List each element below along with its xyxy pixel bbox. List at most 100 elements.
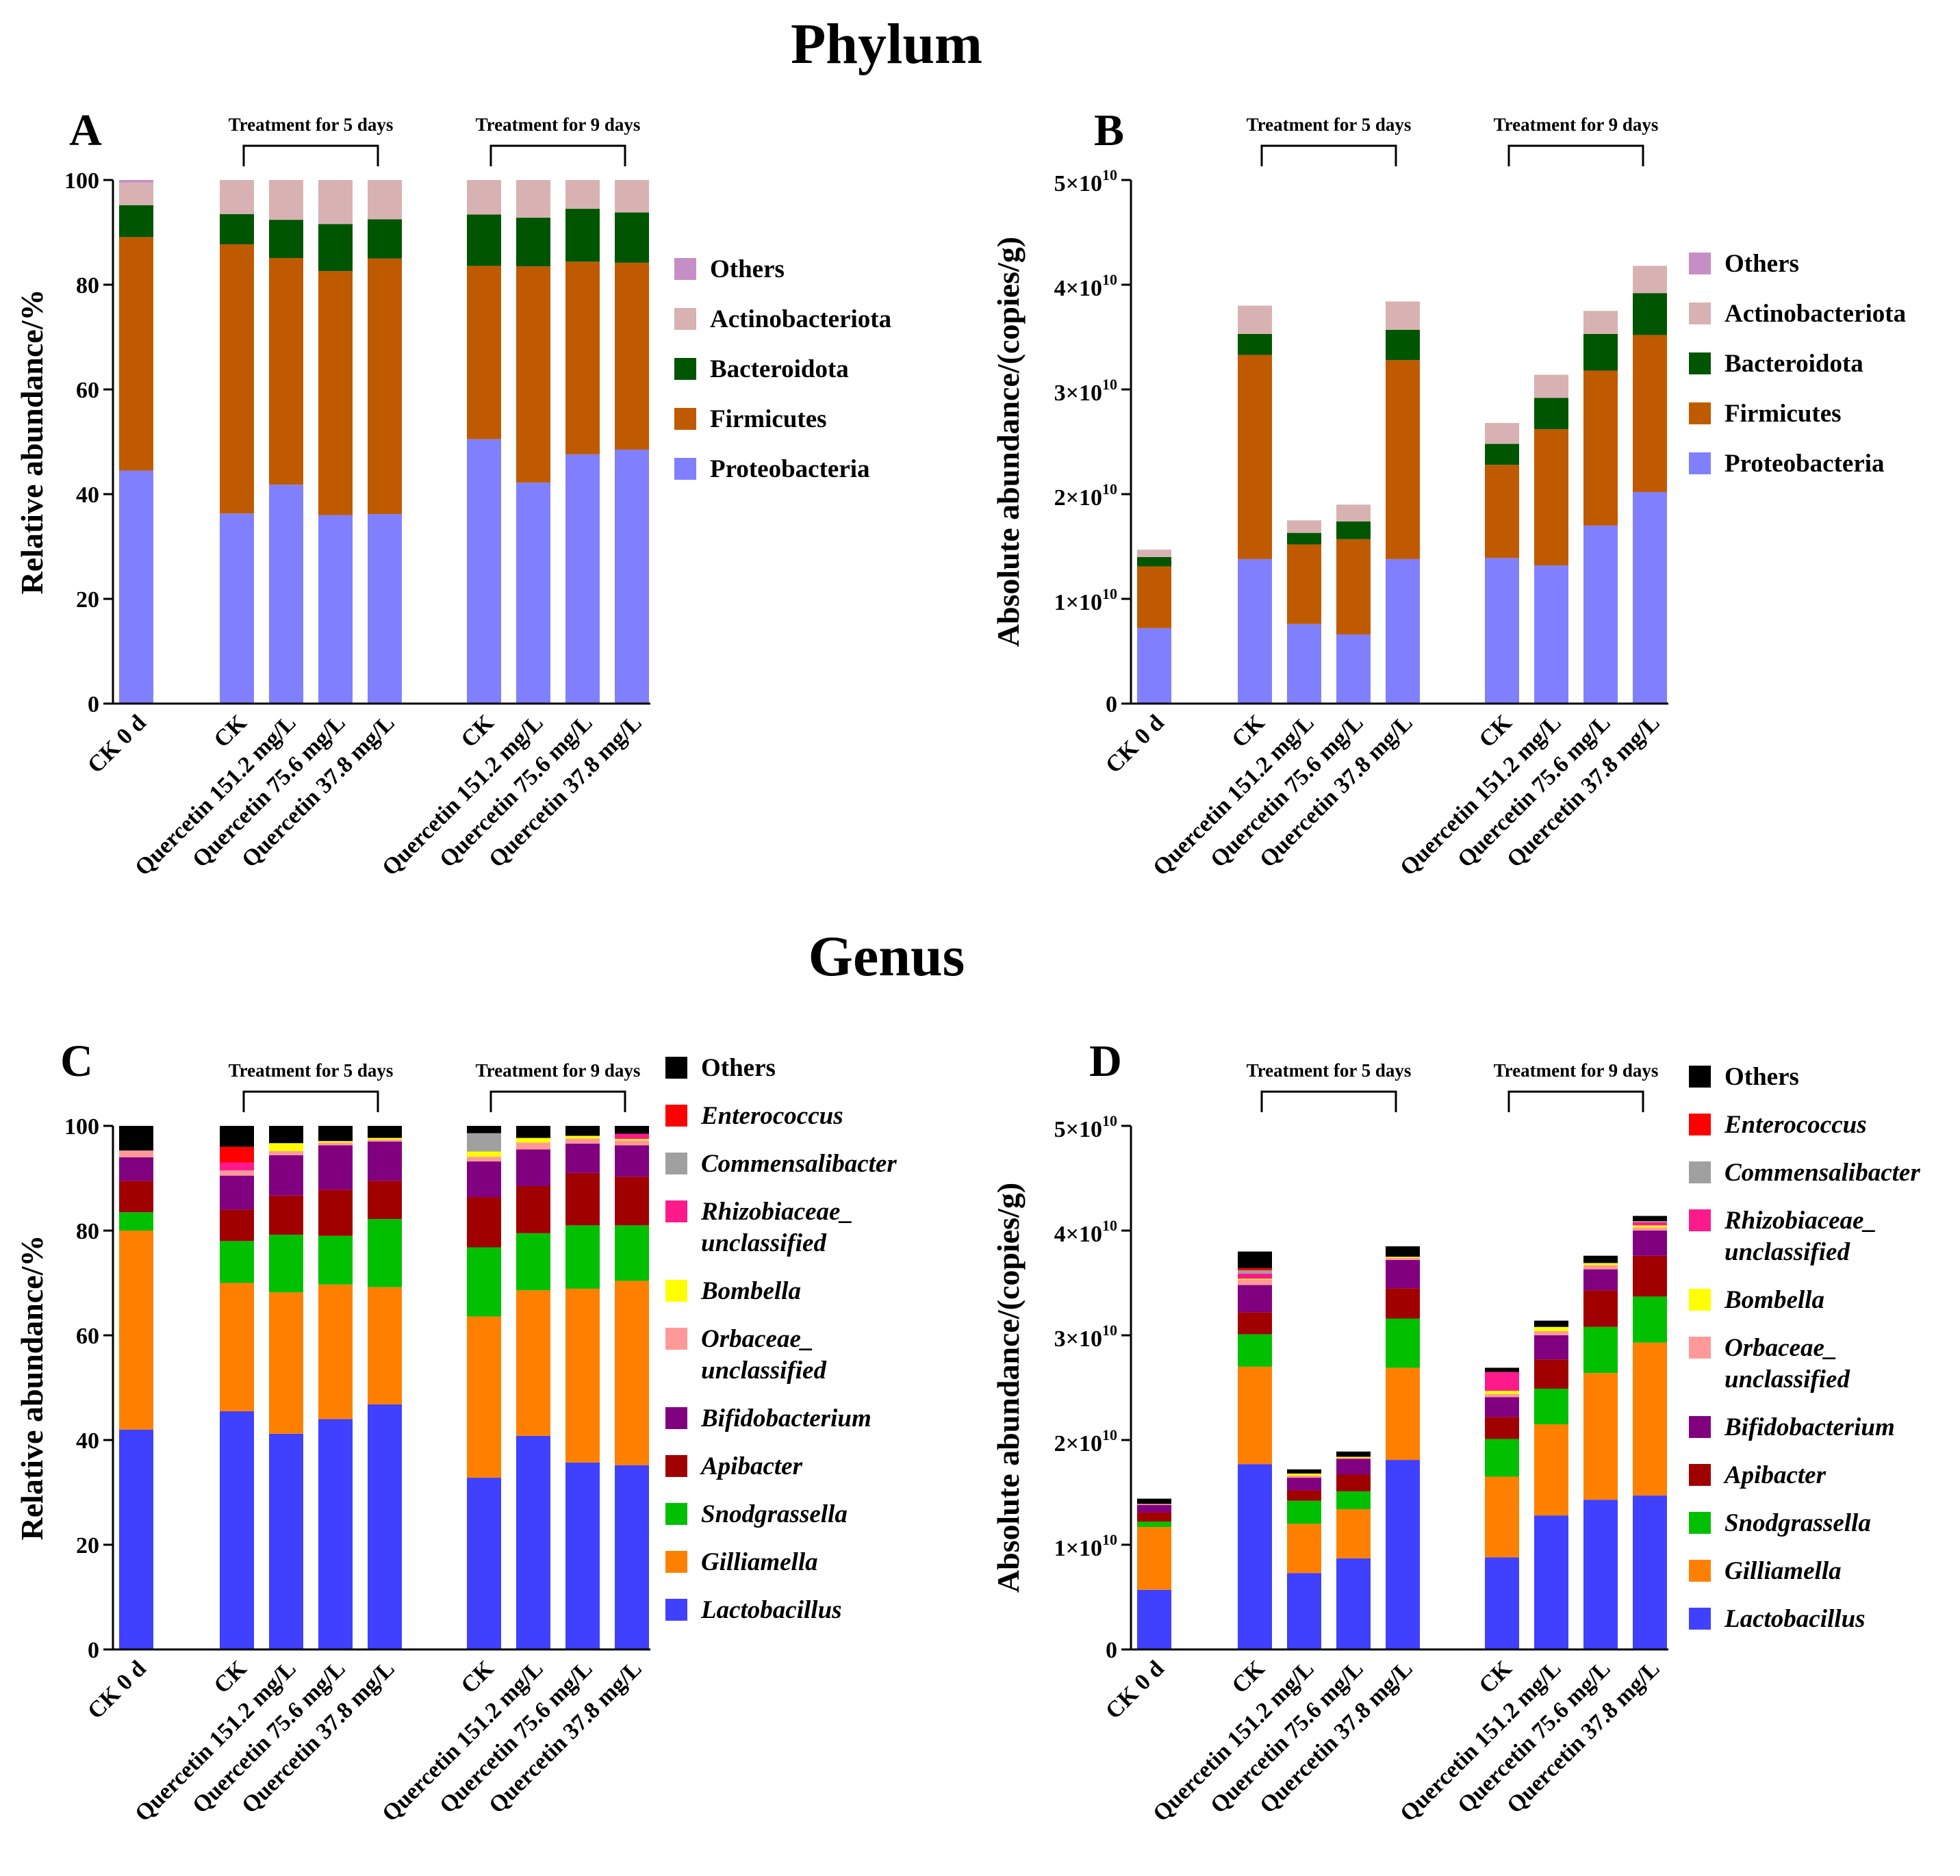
panel-a-bar-4-firmicutes (368, 258, 402, 515)
panel-b-ytick-exp-5: 10 (1102, 166, 1117, 183)
panel-a-bar-2-proteobacteria (269, 485, 303, 704)
panel-c-bar-5-snodgrassella (467, 1247, 501, 1317)
panel-b-legend-swatch-bacteroidota (1689, 352, 1711, 374)
panel-a-bar-7-bacteroidota (565, 209, 600, 262)
panel-b-bar-2-firmicutes (1287, 544, 1321, 624)
panel-c-bar-1-rhizobiaceae-unclassified (220, 1162, 254, 1171)
panel-d-bar-1-orbaceae-unclassified (1238, 1279, 1272, 1285)
panel-d-bar-1-snodgrassella (1238, 1334, 1272, 1367)
panel-d-legend-swatch-commensalibacter (1689, 1161, 1711, 1183)
panel-b-ytick-base-3: 3×10 (1054, 381, 1102, 406)
panel-d-bar-7-orbaceae-unclassified (1583, 1265, 1618, 1270)
panel-d-bar-2-bombella (1287, 1473, 1321, 1476)
panel-c-bar-2-bombella (269, 1143, 303, 1151)
panel-c-legend-label-orbaceae-unclassified: Orbaceae_ unclassified (701, 1325, 826, 1385)
panel-c-bar-1-lactobacillus (220, 1411, 254, 1649)
panel-b-bar-8-firmicutes (1633, 335, 1667, 492)
panel-d-bar-7-apibacter (1583, 1290, 1618, 1327)
panel-b-ytick-label-0: 0 (1106, 692, 1117, 717)
panel-c-group-bracket-1 (489, 1090, 626, 1112)
panel-d-bar-5-lactobacillus (1485, 1557, 1519, 1649)
panel-c-bar-4-gilliamella (368, 1287, 402, 1404)
panel-b-legend-swatch-firmicutes (1689, 402, 1711, 424)
panel-d-legend-swatch-rhizobiaceae-unclassified (1689, 1209, 1711, 1231)
panel-d-letter: D (1089, 1036, 1122, 1086)
panel-d-bar-3-bombella (1336, 1456, 1371, 1459)
panel-d-bar-8-bombella (1633, 1225, 1667, 1228)
panel-c-legend-swatch-snodgrassella (665, 1503, 687, 1525)
panel-c-legend-line2-rhizobiaceae-unclassified: unclassified (701, 1229, 826, 1257)
panel-d-bar-8-apibacter (1633, 1255, 1667, 1297)
panel-d-legend-label-bombella: Bombella (1724, 1286, 1824, 1314)
panel-b-bar-3-actinobacteriota (1336, 504, 1371, 522)
panel-c-bar-5-orbaceae-unclassified (467, 1157, 501, 1162)
panel-d-legend-label-others: Others (1724, 1063, 1799, 1091)
panel-d-bar-5-bombella (1485, 1391, 1519, 1394)
panel-c-bar-3-others (318, 1126, 353, 1142)
panel-c-legend-swatch-others (665, 1057, 687, 1079)
panel-b-bar-4-proteobacteria (1386, 558, 1420, 704)
panel-d-legend-swatch-orbaceae-unclassified (1689, 1337, 1711, 1359)
panel-d-legend-swatch-snodgrassella (1689, 1512, 1711, 1534)
panel-c-bar-7-bombella (565, 1135, 600, 1139)
panel-a-bar-3-actinobacteriota (318, 180, 353, 224)
panel-a-bar-3-proteobacteria (318, 515, 353, 704)
panel-a-bar-0-actinobacteriota (119, 182, 153, 205)
panel-c: C 0 20 40 60 80 100 Relative abundance/% CK 0 d C… (14, 1036, 897, 1827)
panel-c-bar-6-bifidobacterium (516, 1149, 550, 1186)
panel-c-bar-3-gilliamella (318, 1284, 353, 1419)
panel-b-bar-2-proteobacteria (1287, 624, 1321, 704)
panel-b-bar-8-proteobacteria (1633, 491, 1667, 704)
panel-d-bar-0-gilliamella (1137, 1526, 1171, 1590)
panel-b-bar-1-bacteroidota (1238, 333, 1272, 355)
panel-a-x-label-1: CK (209, 710, 252, 753)
panel-d-bar-8-lactobacillus (1633, 1495, 1667, 1649)
panel-d-x-label-5: CK (1474, 1656, 1517, 1699)
panel-d-bar-0-lactobacillus (1137, 1589, 1171, 1649)
panel-c-bar-3-bombella (318, 1141, 353, 1143)
panel-b-ytick-base-4: 4×10 (1054, 276, 1102, 301)
panel-d-legend-label-apibacter: Apibacter (1723, 1461, 1827, 1489)
panel-c-bar-1-enterococcus (220, 1146, 254, 1163)
panel-a-bar-0-firmicutes (119, 237, 153, 471)
panel-d-group-bracket-1 (1507, 1090, 1644, 1112)
panel-d-ytick-label-4: 4×1010 (1054, 1217, 1117, 1247)
panel-d-ytick-exp-3: 10 (1102, 1322, 1117, 1339)
panel-d-bar-4-gilliamella (1386, 1367, 1420, 1461)
panel-a-bar-0-bacteroidota (119, 205, 153, 237)
panel-c-bar-5-bifidobacterium (467, 1161, 501, 1198)
panel-c-legend-line1-rhizobiaceae-unclassified: Rhizobiaceae_ (700, 1198, 853, 1226)
panel-b-group-bracket-0 (1260, 144, 1397, 166)
panel-c-bar-3-snodgrassella (318, 1235, 353, 1285)
panel-d-ytick-label-0: 0 (1106, 1638, 1117, 1663)
panel-d-legend-line1-rhizobiaceae-unclassified: Rhizobiaceae_ (1724, 1207, 1876, 1235)
panel-a-bar-6-bacteroidota (516, 218, 550, 267)
panel-d-bar-3-snodgrassella (1336, 1491, 1371, 1509)
panel-a-bar-5-proteobacteria (467, 439, 501, 704)
panel-d-ytick-exp-5: 10 (1102, 1112, 1117, 1129)
panel-b-bar-2-bacteroidota (1287, 532, 1321, 545)
panel-a-legend-swatch-proteobacteria (674, 458, 696, 480)
panel-c-bar-8-apibacter (615, 1177, 649, 1226)
panel-b-ytick-exp-3: 10 (1102, 376, 1117, 393)
panel-c-bar-1-snodgrassella (220, 1241, 254, 1283)
panel-d-legend-label-gilliamella: Gilliamella (1724, 1557, 1842, 1585)
panel-d-bar-6-snodgrassella (1534, 1389, 1568, 1425)
panel-d-legend-line2-orbaceae-unclassified: unclassified (1724, 1365, 1850, 1393)
panel-d-group-label-1: Treatment for 9 days (1494, 1060, 1659, 1081)
panel-c-bar-0-snodgrassella (119, 1212, 153, 1231)
panel-a-bar-2-bacteroidota (269, 220, 303, 258)
panel-d-bar-8-bifidobacterium (1633, 1231, 1667, 1256)
panel-c-bar-8-orbaceae-unclassified (615, 1140, 649, 1146)
panel-d-ytick-base-5: 5×10 (1054, 1117, 1102, 1142)
panel-b-bar-4-bacteroidota (1386, 329, 1420, 361)
panel-d-legend-swatch-apibacter (1689, 1464, 1711, 1486)
panel-c-bar-4-others (368, 1126, 402, 1138)
panel-d-bar-5-gilliamella (1485, 1476, 1519, 1558)
panel-c-bar-8-rhizobiaceae-unclassified (615, 1133, 649, 1140)
panel-d-ytick-base-3: 3×10 (1054, 1326, 1102, 1352)
panel-b-legend-swatch-actinobacteriota (1689, 303, 1711, 324)
panel-d-bar-7-gilliamella (1583, 1373, 1618, 1500)
panel-b-x-label-5: CK (1474, 710, 1517, 753)
